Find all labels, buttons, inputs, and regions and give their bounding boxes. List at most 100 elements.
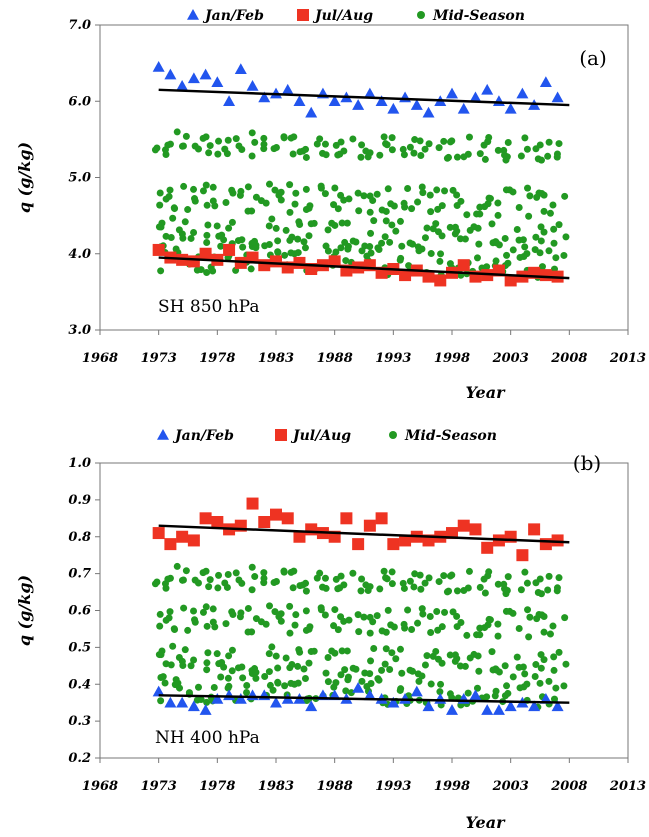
jul-aug-point: [246, 251, 259, 264]
mid-season-point: [404, 184, 412, 192]
jan-feb-point: [152, 685, 165, 697]
mid-season-point: [494, 146, 502, 154]
mid-season-point: [269, 686, 277, 694]
mid-season-point: [544, 586, 552, 594]
jan-feb-point: [305, 700, 318, 712]
x-tick-label: 1978: [199, 779, 235, 794]
mid-season-point: [260, 569, 268, 577]
mid-season-point: [162, 584, 170, 592]
mid-season-point: [286, 208, 294, 216]
panel-label: (a): [579, 46, 607, 70]
mid-season-point: [203, 698, 211, 706]
mid-season-point: [457, 197, 465, 205]
mid-season-point: [475, 240, 483, 248]
mid-season-point: [562, 233, 570, 241]
mid-season-point: [406, 143, 414, 151]
jan-feb-point: [481, 704, 494, 715]
mid-season-point: [453, 612, 461, 620]
jan-feb-point: [234, 63, 247, 75]
jul-aug-point: [281, 512, 294, 525]
mid-season-point: [366, 208, 374, 216]
mid-season-point: [182, 567, 190, 575]
jan-feb-point: [551, 700, 564, 712]
mid-season-point: [170, 625, 178, 633]
x-tick-label: 1968: [82, 779, 118, 794]
mid-season-point: [199, 187, 207, 195]
mid-season-point: [170, 204, 178, 212]
mid-season-point: [486, 195, 494, 203]
y-axis-title: q (g/kg): [15, 575, 34, 646]
mid-season-point: [173, 128, 181, 136]
mid-season-point: [310, 647, 318, 655]
mid-season-point: [202, 567, 210, 575]
mid-season-point: [504, 259, 512, 267]
y-tick-label: 4.0: [68, 247, 91, 262]
mid-season-point: [238, 663, 246, 671]
mid-season-point: [280, 567, 288, 575]
mid-season-point: [268, 215, 276, 223]
jan-feb-point: [551, 91, 564, 103]
mid-season-point: [305, 232, 313, 240]
mid-season-point: [169, 642, 177, 650]
mid-season-point: [302, 153, 310, 161]
jan-feb-point: [446, 87, 458, 99]
mid-season-point: [317, 184, 325, 192]
mid-season-point: [321, 611, 329, 619]
mid-season-point: [416, 137, 424, 145]
mid-season-point: [546, 630, 554, 638]
mid-season-point: [222, 620, 230, 628]
mid-season-point: [421, 234, 429, 242]
legend-marker: [187, 9, 199, 20]
mid-season-point: [280, 133, 288, 141]
mid-season-point: [322, 151, 330, 159]
mid-season-point: [410, 149, 418, 157]
mid-season-point: [358, 575, 366, 583]
mid-season-point: [251, 138, 259, 146]
mid-season-point: [286, 602, 294, 610]
mid-season-point: [409, 240, 417, 248]
jul-aug-point: [270, 255, 282, 268]
mid-season-point: [277, 610, 285, 618]
mid-season-point: [266, 602, 274, 610]
mid-season-point: [408, 626, 416, 634]
x-tick-label: 2003: [492, 351, 529, 366]
legend-marker: [157, 429, 169, 440]
mid-season-point: [474, 652, 482, 660]
mid-season-point: [321, 190, 329, 198]
mid-season-point: [523, 579, 531, 587]
mid-season-point: [418, 183, 426, 191]
mid-season-point: [463, 631, 471, 639]
mid-season-point: [501, 662, 509, 670]
mid-season-point: [217, 242, 225, 250]
trend-line: [158, 524, 570, 544]
mid-season-point: [341, 666, 349, 674]
mid-season-point: [248, 586, 256, 594]
mid-season-point: [517, 152, 525, 160]
mid-season-point: [524, 184, 532, 192]
mid-season-point: [373, 190, 381, 198]
mid-season-point: [414, 619, 422, 627]
jan-feb-point: [539, 76, 552, 87]
mid-season-point: [463, 211, 471, 219]
mid-season-point: [561, 614, 569, 622]
mid-season-point: [203, 268, 211, 276]
mid-season-point: [243, 682, 251, 690]
x-tick-label: 1993: [375, 351, 411, 366]
mid-season-point: [358, 141, 366, 149]
mid-season-point: [481, 203, 489, 211]
mid-season-point: [213, 650, 221, 658]
mid-season-point: [217, 673, 225, 681]
mid-season-point: [400, 151, 408, 159]
x-tick-label: 1998: [434, 351, 470, 366]
mid-season-point: [453, 153, 461, 161]
mid-season-point: [295, 218, 303, 226]
jan-feb-point: [211, 76, 224, 87]
mid-season-point: [465, 567, 473, 575]
inset-label: SH 850 hPa: [158, 297, 260, 317]
mid-season-point: [156, 622, 164, 630]
mid-season-point: [310, 219, 318, 227]
jul-aug-point: [504, 274, 517, 287]
mid-season-point: [488, 220, 496, 228]
mid-season-point: [550, 666, 558, 674]
y-tick-label: 0.8: [68, 530, 91, 545]
